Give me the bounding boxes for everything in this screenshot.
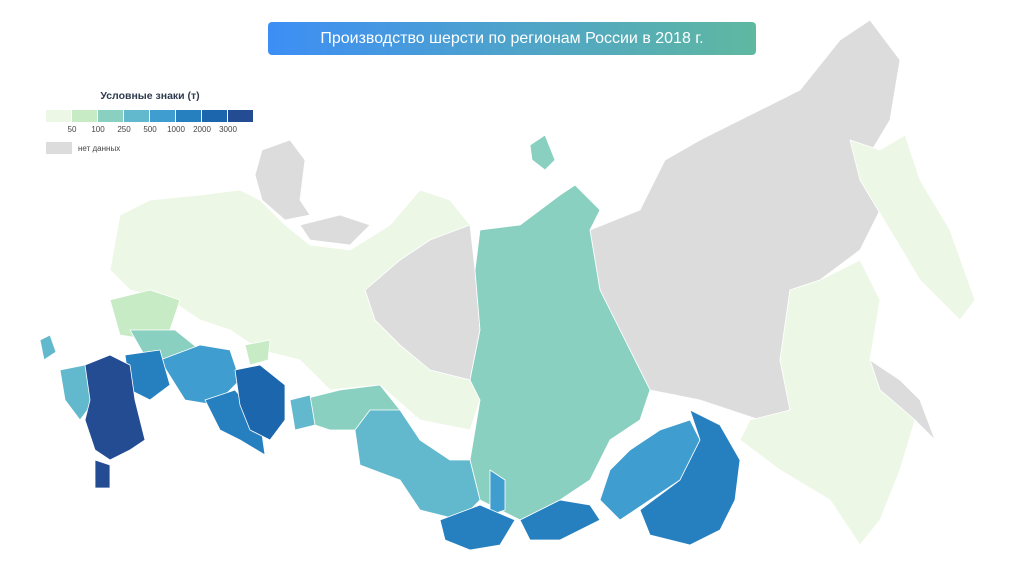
legend-swatch: [228, 110, 253, 122]
legend-label: 1000: [167, 125, 185, 134]
no-data-swatch: [46, 142, 72, 154]
region: [234, 364, 286, 441]
title-box: [268, 22, 756, 55]
region: [639, 409, 741, 546]
region: [519, 499, 601, 541]
region: [849, 134, 976, 321]
region: [109, 189, 481, 431]
legend-swatch: [150, 110, 175, 122]
legend-swatch: [202, 110, 227, 122]
region: [289, 394, 316, 431]
legend-label: 100: [91, 125, 105, 134]
legend-title: Условные знаки (т): [100, 90, 199, 102]
region: [489, 469, 506, 516]
no-data-label: нет данных: [78, 144, 120, 153]
regions: [39, 19, 976, 551]
legend-swatch: [72, 110, 97, 122]
legend-swatch: [124, 110, 149, 122]
legend-label: 50: [68, 125, 77, 134]
legend: Условные знаки (т) нет данных 50 100 250 50…: [46, 90, 253, 154]
region: [84, 354, 146, 461]
region: [39, 334, 57, 361]
legend-swatch: [46, 110, 71, 122]
legend-label: 250: [117, 125, 131, 134]
region: [439, 504, 516, 551]
legend-label: 3000: [219, 125, 237, 134]
legend-label: 500: [143, 125, 157, 134]
region: [599, 419, 701, 521]
region: [529, 134, 556, 171]
region: [94, 459, 111, 489]
region: [204, 389, 266, 456]
region: [299, 214, 371, 246]
legend-swatch: [176, 110, 201, 122]
region: [354, 409, 481, 521]
title: Производство шерсти по регионам России в…: [320, 30, 703, 47]
legend-swatch: [98, 110, 123, 122]
region: [469, 184, 651, 521]
region: [244, 339, 271, 366]
region: [739, 259, 916, 546]
region: [254, 139, 311, 221]
legend-label: 2000: [193, 125, 211, 134]
